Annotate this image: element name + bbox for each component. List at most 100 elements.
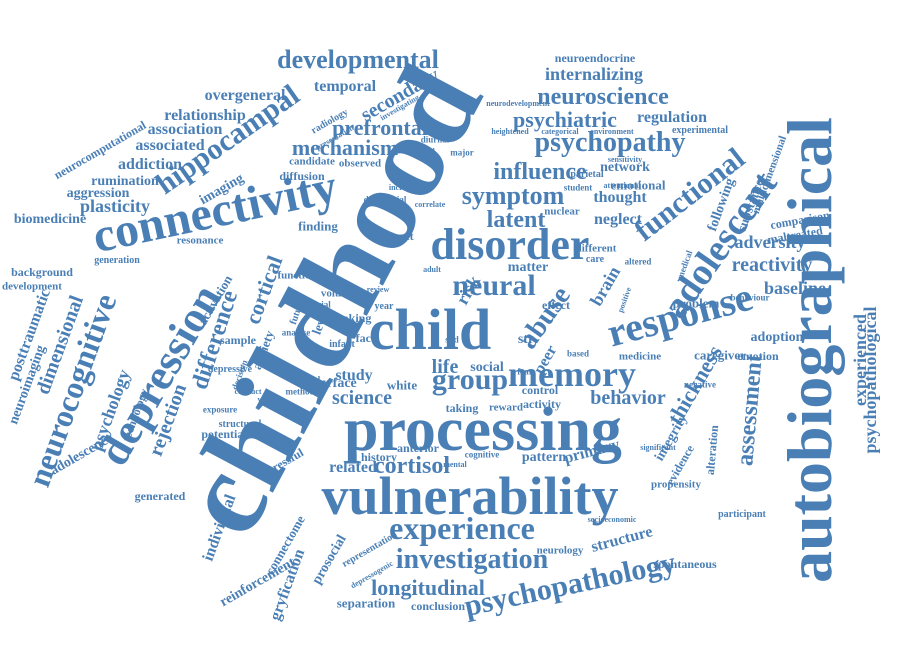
word-association: association	[147, 121, 223, 138]
word-review: review	[366, 285, 390, 294]
word-spontaneous: spontaneous	[653, 557, 717, 571]
word-processing: processing	[344, 396, 622, 464]
word-experience: experience	[389, 510, 535, 546]
word-autobiographical: autobiographical	[774, 117, 845, 583]
word-correlate: correlate	[414, 200, 446, 209]
word-plasticity: plasticity	[80, 196, 150, 216]
word-history: history	[361, 450, 397, 464]
word-prefrontal: prefrontal	[332, 115, 428, 140]
word-behaviour: behaviour	[730, 292, 770, 303]
word-care: care	[585, 254, 605, 265]
word-internalizing: internalizing	[545, 64, 643, 84]
word-volume: volume	[320, 287, 356, 300]
word-diffusion: diffusion	[279, 169, 325, 183]
word-structural: structural	[218, 419, 262, 430]
word-developmental: developmental	[277, 45, 439, 74]
word-adoption: adoption	[750, 330, 804, 345]
word-sensitivity: sensitivity	[607, 155, 643, 164]
word-negative: negative	[684, 379, 716, 390]
word-major: major	[450, 147, 474, 158]
word-science: science	[332, 387, 392, 409]
word-vulnerability: vulnerability	[321, 466, 619, 526]
word-investigation: investigation	[395, 544, 549, 575]
word-addiction: addiction	[117, 156, 183, 173]
word-background: background	[11, 265, 73, 279]
word-cortisol: cortisol	[374, 453, 450, 479]
word-diurnal: diurnal	[420, 134, 450, 145]
word-altered: altered	[624, 256, 652, 267]
word-face: face	[355, 331, 377, 345]
word-sud: sud	[445, 334, 459, 345]
word-biomedicine: biomedicine	[13, 212, 87, 227]
word-group: group	[431, 363, 509, 396]
word-environment: environment	[590, 127, 634, 136]
word-matter: matter	[507, 260, 549, 275]
word-mechanism: mechanism	[291, 135, 399, 160]
word-str: str	[517, 332, 535, 347]
word-symptom: symptom	[461, 181, 565, 210]
word-related: related	[329, 459, 377, 476]
word-white: white	[386, 377, 418, 393]
word-neurodevelopment: neurodevelopment	[486, 99, 550, 108]
word-year: year	[374, 301, 394, 312]
word-depressive: depressive	[207, 364, 253, 375]
word-network: network	[600, 160, 650, 175]
word-child: child	[368, 297, 492, 362]
word-social: social	[470, 360, 504, 375]
word-finding: finding	[298, 218, 338, 234]
word-observed: observed	[338, 157, 382, 170]
word-assessment: assessment	[732, 353, 768, 467]
word-latent: latent	[486, 207, 546, 233]
word-conduct: conduct	[234, 387, 262, 396]
word-exposure: exposure	[202, 404, 238, 415]
word-heightened: heightened	[491, 127, 529, 136]
word-generated: generated	[134, 489, 186, 503]
word-significant: significant	[640, 443, 676, 452]
word-analyse: analyse	[281, 327, 311, 338]
word-nuclear: nuclear	[544, 205, 580, 218]
word-relationship: relationship	[164, 107, 246, 124]
word-disorder: disorder	[430, 220, 590, 269]
word-rumination: rumination	[91, 174, 159, 189]
word-memory: memory	[508, 354, 636, 394]
word-regulation: regulation	[637, 109, 707, 126]
word-fear: fear	[517, 366, 533, 377]
word-increased: increased	[388, 183, 422, 192]
word-function: function	[277, 269, 317, 282]
word-associated: associated	[135, 137, 205, 154]
word-infant: infant	[329, 339, 355, 350]
word-socioeconomic: socioeconomic	[587, 515, 637, 524]
word-pattern: pattern	[521, 450, 567, 465]
word-categorical: categorical	[541, 127, 579, 136]
word-anterior: anterior	[397, 441, 439, 455]
word-student: student	[563, 182, 593, 193]
word-effect: effect	[542, 298, 570, 312]
word-surface: surface	[313, 376, 357, 391]
word-adversity: adversity	[734, 232, 806, 252]
word-baseline: baseline	[763, 278, 827, 298]
word-neural: neural	[452, 269, 536, 302]
word-resonance: resonance	[176, 234, 224, 247]
word-different: different	[575, 242, 617, 255]
word-psychiatric: psychiatric	[513, 107, 617, 132]
word-version: version	[257, 395, 283, 404]
word-based: based	[566, 348, 590, 359]
word-psychopathy: psychopathy	[534, 127, 686, 158]
word-participant: participant	[718, 509, 766, 520]
word-influence: influence	[493, 159, 587, 185]
word-impact: impact	[378, 229, 414, 243]
word-study: study	[335, 367, 373, 384]
word-experimental: experimental	[671, 125, 729, 136]
word-neuroendocrine: neuroendocrine	[554, 51, 636, 65]
word-making: making	[332, 311, 372, 325]
word-medicine: medicine	[618, 350, 662, 363]
word-candidate: candidate	[289, 155, 335, 168]
word-control: control	[521, 383, 559, 397]
word-attentional: attentional	[603, 181, 641, 190]
word-thought: thought	[593, 189, 647, 206]
word-conclusion: conclusion	[410, 599, 466, 613]
word-taking: taking	[445, 401, 479, 415]
word-atypical: atypical	[289, 374, 321, 385]
word-potential: potential	[201, 427, 247, 441]
word-caregiver: caregiver	[694, 347, 746, 363]
